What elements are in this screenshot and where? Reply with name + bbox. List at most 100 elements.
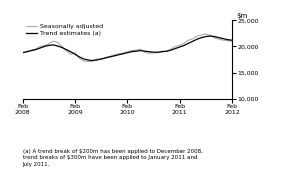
Trend estimates (a) [117, 54, 120, 56]
Line: Trend estimates (a): Trend estimates (a) [23, 36, 232, 61]
Seasonally adjusted [56, 41, 59, 43]
Seasonally adjusted [174, 45, 177, 47]
Seasonally adjusted [108, 55, 112, 57]
Trend estimates (a) [95, 59, 98, 61]
Trend estimates (a) [65, 49, 68, 51]
Trend estimates (a) [121, 53, 125, 55]
Trend estimates (a) [104, 57, 107, 59]
Seasonally adjusted [113, 54, 116, 56]
Seasonally adjusted [160, 50, 164, 52]
Seasonally adjusted [47, 43, 50, 45]
Trend estimates (a) [174, 48, 177, 50]
Seasonally adjusted [99, 58, 103, 61]
Seasonally adjusted [69, 53, 72, 55]
Seasonally adjusted [86, 61, 90, 63]
Trend estimates (a) [47, 44, 50, 46]
Seasonally adjusted [130, 50, 133, 52]
Trend estimates (a) [143, 50, 147, 52]
Trend estimates (a) [69, 51, 72, 53]
Seasonally adjusted [121, 52, 125, 54]
Seasonally adjusted [187, 39, 190, 41]
Legend: Seasonally adjusted, Trend estimates (a): Seasonally adjusted, Trend estimates (a) [26, 23, 103, 36]
Seasonally adjusted [21, 51, 24, 53]
Trend estimates (a) [213, 36, 216, 38]
Seasonally adjusted [25, 51, 29, 53]
Trend estimates (a) [178, 46, 181, 48]
Trend estimates (a) [209, 35, 212, 37]
Trend estimates (a) [160, 51, 164, 53]
Seasonally adjusted [95, 58, 98, 60]
Trend estimates (a) [34, 49, 37, 51]
Trend estimates (a) [60, 46, 64, 48]
Seasonally adjusted [82, 60, 85, 62]
Trend estimates (a) [108, 56, 112, 58]
Seasonally adjusted [73, 52, 77, 54]
Trend estimates (a) [200, 37, 203, 39]
Seasonally adjusted [182, 42, 186, 44]
Trend estimates (a) [204, 36, 207, 38]
Seasonally adjusted [60, 45, 64, 47]
Seasonally adjusted [139, 48, 142, 50]
Trend estimates (a) [73, 53, 77, 55]
Trend estimates (a) [82, 58, 85, 60]
Line: Seasonally adjusted: Seasonally adjusted [23, 34, 232, 62]
Trend estimates (a) [56, 45, 59, 47]
Trend estimates (a) [30, 50, 33, 52]
Seasonally adjusted [230, 40, 234, 42]
Seasonally adjusted [200, 34, 203, 36]
Trend estimates (a) [230, 39, 234, 41]
Seasonally adjusted [38, 45, 42, 47]
Seasonally adjusted [30, 49, 33, 51]
Trend estimates (a) [169, 49, 173, 51]
Trend estimates (a) [38, 47, 42, 49]
Trend estimates (a) [226, 39, 230, 41]
Trend estimates (a) [165, 50, 168, 52]
Seasonally adjusted [169, 48, 173, 50]
Trend estimates (a) [139, 50, 142, 52]
Trend estimates (a) [152, 51, 155, 53]
Seasonally adjusted [178, 44, 181, 46]
Seasonally adjusted [34, 48, 37, 50]
Seasonally adjusted [143, 51, 147, 53]
Trend estimates (a) [217, 37, 221, 39]
Seasonally adjusted [196, 35, 199, 37]
Seasonally adjusted [213, 37, 216, 39]
Seasonally adjusted [91, 60, 94, 62]
Trend estimates (a) [43, 45, 46, 47]
Seasonally adjusted [147, 52, 151, 54]
Seasonally adjusted [156, 52, 160, 54]
Seasonally adjusted [217, 38, 221, 40]
Seasonally adjusted [152, 52, 155, 54]
Seasonally adjusted [222, 39, 225, 41]
Trend estimates (a) [86, 59, 90, 61]
Trend estimates (a) [156, 51, 160, 53]
Seasonally adjusted [126, 51, 129, 53]
Seasonally adjusted [134, 49, 138, 51]
Trend estimates (a) [134, 50, 138, 52]
Seasonally adjusted [204, 33, 207, 35]
Seasonally adjusted [104, 56, 107, 58]
Trend estimates (a) [222, 38, 225, 40]
Seasonally adjusted [43, 44, 46, 46]
Trend estimates (a) [21, 52, 24, 54]
Seasonally adjusted [165, 51, 168, 53]
Seasonally adjusted [117, 53, 120, 55]
Trend estimates (a) [147, 51, 151, 53]
Trend estimates (a) [113, 55, 116, 57]
Seasonally adjusted [191, 38, 194, 40]
Trend estimates (a) [126, 52, 129, 54]
Trend estimates (a) [25, 51, 29, 53]
Trend estimates (a) [130, 51, 133, 53]
Seasonally adjusted [226, 40, 230, 42]
Trend estimates (a) [191, 40, 194, 42]
Trend estimates (a) [91, 59, 94, 62]
Seasonally adjusted [78, 57, 81, 59]
Trend estimates (a) [99, 58, 103, 60]
Trend estimates (a) [52, 44, 55, 46]
Text: (a) A trend break of $200m has been applied to December 2008,
trend breaks of $3: (a) A trend break of $200m has been appl… [23, 149, 203, 167]
Trend estimates (a) [182, 44, 186, 46]
Seasonally adjusted [209, 35, 212, 37]
Trend estimates (a) [187, 42, 190, 44]
Trend estimates (a) [78, 56, 81, 58]
Trend estimates (a) [196, 38, 199, 40]
